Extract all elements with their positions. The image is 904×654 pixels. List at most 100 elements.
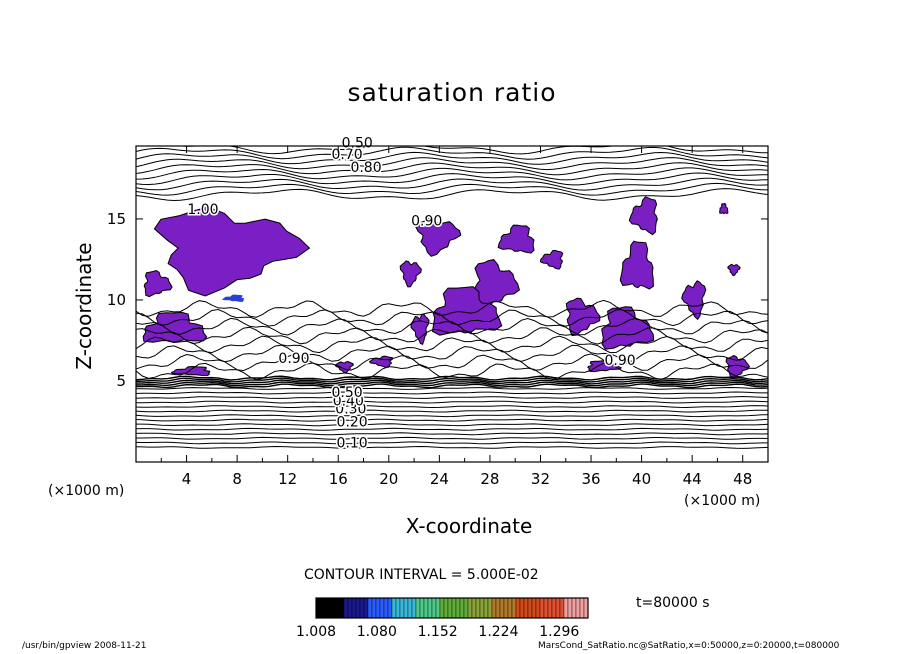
colorbar-stripe — [351, 597, 357, 619]
supersaturation-region — [539, 249, 564, 270]
x-tick-label: 24 — [430, 470, 449, 488]
contour-labels: 0.100.200.300.400.500.900.900.901.000.80… — [186, 134, 637, 453]
colorbar-tick-label: 1.152 — [418, 624, 458, 640]
colorbar-stripe — [407, 597, 413, 619]
contour-line — [136, 381, 768, 387]
colorbar-stripe — [571, 597, 577, 619]
contour-label: 0.90 — [605, 353, 636, 369]
colorbar-stripe — [459, 597, 465, 619]
supersaturation-region — [153, 206, 311, 297]
colorbar-stripe — [339, 597, 345, 619]
contour-line — [136, 441, 768, 445]
colorbar-stripe — [467, 597, 473, 619]
colorbar-stripe — [395, 597, 401, 619]
supersaturation-region — [474, 259, 520, 310]
colorbar-stripe — [435, 597, 441, 619]
colorbar-stripe — [343, 597, 349, 619]
contour-line — [136, 409, 768, 413]
contour-line — [136, 427, 768, 431]
colorbar-stripe — [475, 597, 481, 619]
x-tick-label: 48 — [733, 470, 752, 488]
colorbar-tick-label: 1.224 — [478, 624, 518, 640]
y-tick-label: 15 — [107, 210, 126, 228]
contour-line — [136, 383, 768, 389]
x-tick-label: 16 — [329, 470, 348, 488]
supersaturation-region — [565, 297, 601, 337]
supersaturation-region — [399, 260, 422, 288]
colorbar-stripe — [471, 597, 477, 619]
supersaturation-region — [368, 355, 393, 368]
contour-label: 0.50 — [342, 136, 373, 152]
contour-label: 0.90 — [278, 351, 309, 367]
colorbar-stripe — [559, 597, 565, 619]
colorbar-stripe — [555, 597, 561, 619]
colorbar-stripe — [499, 597, 505, 619]
contour-lines — [136, 146, 768, 449]
colorbar-stripe — [483, 597, 489, 619]
colorbar-stripe — [403, 597, 409, 619]
footer-file-info: MarsCond_SatRatio.nc@SatRatio,x=0:50000,… — [538, 641, 840, 651]
colorbar-stripe — [463, 597, 469, 619]
colorbar-stripe — [335, 597, 341, 619]
supersaturation-region — [497, 224, 535, 254]
contour-line — [136, 308, 768, 327]
supersaturation-region — [681, 280, 707, 321]
contour-line — [136, 299, 768, 318]
colorbar-stripe — [515, 597, 521, 619]
contour-line — [136, 436, 768, 440]
contour-line — [136, 188, 768, 202]
colorbar-stripe — [503, 597, 509, 619]
contour-line — [136, 386, 768, 390]
colorbar-stripe — [523, 597, 529, 619]
x-tick-label: 8 — [232, 470, 242, 488]
colorbar-tick-label: 1.008 — [296, 624, 336, 640]
chart-title: saturation ratio — [347, 78, 557, 107]
colorbar-stripe — [411, 597, 417, 619]
y-tick-label: 10 — [107, 291, 126, 309]
contour-line — [136, 326, 768, 345]
colorbar-stripe — [563, 597, 569, 619]
x-tick-label: 40 — [632, 470, 651, 488]
contour-line — [136, 353, 768, 372]
supersaturation-region — [727, 263, 741, 277]
supersaturation-region — [170, 365, 211, 377]
supersaturation-region — [143, 269, 173, 298]
colorbar-stripe — [327, 597, 333, 619]
supersaturation-region — [410, 313, 430, 345]
contour-label: 0.80 — [350, 160, 381, 176]
colorbar-stripe — [383, 597, 389, 619]
colorbar-stripe — [511, 597, 517, 619]
contour-label: 0.50 — [332, 385, 363, 401]
contour-line — [136, 400, 768, 404]
contour-line — [136, 391, 768, 395]
contour-line — [136, 395, 768, 399]
colorbar-stripe — [539, 597, 545, 619]
supersaturation-region — [414, 217, 462, 257]
colorbar-stripe — [491, 597, 497, 619]
colorbar-stripe — [579, 597, 585, 619]
colorbar-stripe — [359, 597, 365, 619]
x-tick-label: 20 — [379, 470, 398, 488]
footer-program-date: /usr/bin/gpview 2008-11-21 — [22, 641, 147, 651]
colorbar-frame — [315, 597, 589, 619]
x-tick-label: 28 — [480, 470, 499, 488]
colorbar-stripe — [547, 597, 553, 619]
contour-line — [136, 445, 768, 449]
contour-label: 0.30 — [335, 401, 366, 417]
contour-line — [136, 362, 768, 381]
contour-line — [136, 157, 768, 171]
contour-line — [136, 344, 768, 363]
colorbar-stripe — [443, 597, 449, 619]
colorbar-stripe — [391, 597, 397, 619]
colorbar-stripe — [379, 597, 385, 619]
contour-line — [136, 405, 768, 409]
contour-line — [136, 151, 768, 165]
contour-label: 0.90 — [411, 213, 442, 229]
colorbar-stripe — [451, 597, 457, 619]
colorbar-stripe — [543, 597, 549, 619]
colorbar-stripe — [431, 597, 437, 619]
contour-line — [136, 177, 768, 191]
x-axis-ticks: 4 8 12 16 20 24 28 32 36 40 44 48 — [160, 146, 752, 488]
colorbar-stripe — [439, 597, 445, 619]
